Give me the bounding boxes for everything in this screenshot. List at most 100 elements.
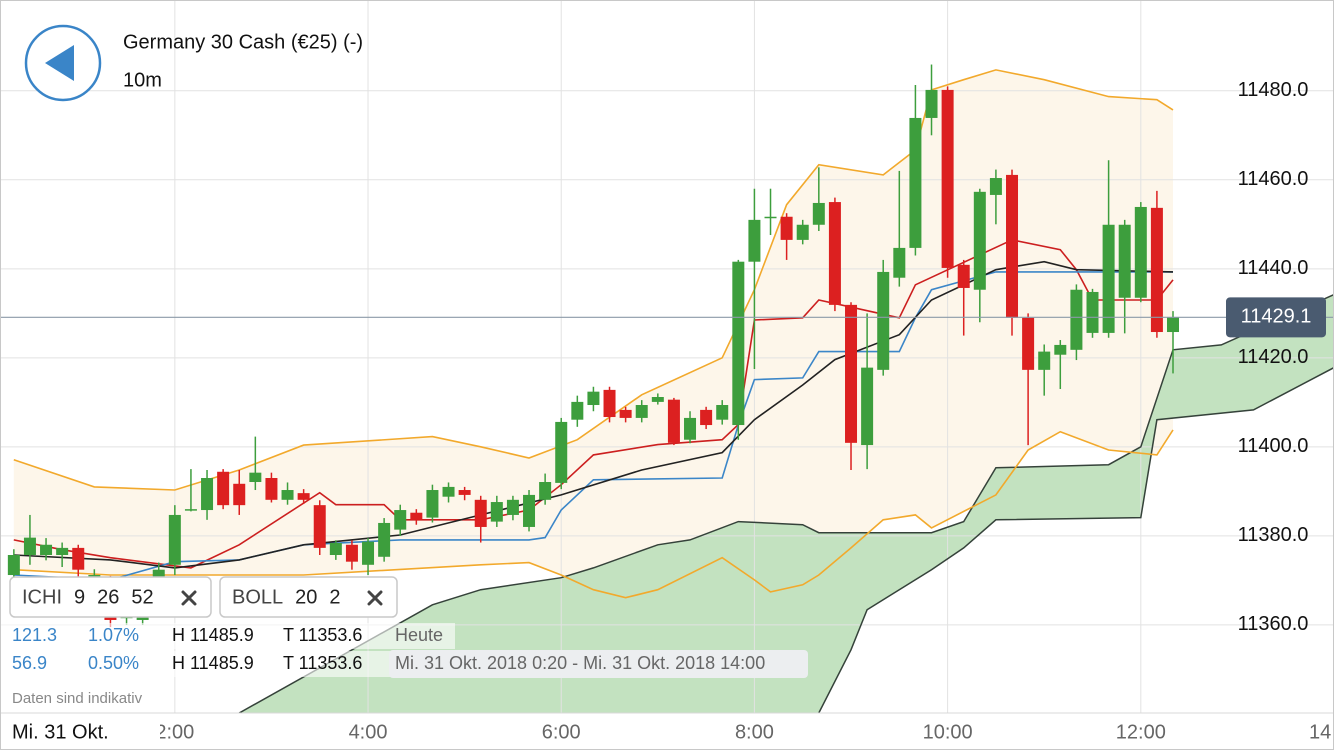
candle-body (426, 490, 439, 518)
candle-body (1167, 317, 1180, 333)
y-tick-label: 11360.0 (1238, 613, 1309, 635)
date-label: Mi. 31 Okt. (12, 721, 109, 743)
candle-body (667, 399, 680, 443)
candle-body (217, 471, 230, 506)
candle-body (748, 219, 761, 262)
candle-body (828, 202, 841, 305)
candle-body (281, 490, 294, 500)
candle-body (490, 502, 503, 522)
candle-body (362, 541, 375, 565)
candle-body (297, 493, 310, 500)
candle-body (893, 247, 906, 278)
stats-row-bg (0, 623, 455, 649)
indicator-param: 20 (295, 586, 317, 608)
x-axis-band (0, 713, 1334, 750)
indicator-name: ICHI (22, 586, 62, 608)
current-price-label: 11429.1 (1241, 306, 1312, 328)
candle-body (635, 405, 648, 418)
y-tick-label: 11480.0 (1238, 79, 1309, 101)
stats-value: 1.07% (88, 625, 139, 645)
candle-body (700, 409, 713, 426)
candle-body (40, 544, 53, 556)
candle-body (587, 391, 600, 406)
candle-body (249, 472, 262, 483)
candle-body (877, 271, 890, 370)
indicator-param: 9 (74, 586, 85, 608)
range-bg (389, 650, 808, 678)
candle-body (973, 191, 986, 290)
candle-body (845, 304, 858, 443)
candle-body (329, 542, 342, 556)
candle-body (201, 478, 214, 511)
indicator-chip[interactable] (219, 576, 398, 618)
candle-body (345, 544, 358, 562)
stats-value: Mi. 31 Okt. 2018 0:20 - Mi. 31 Okt. 2018… (395, 653, 765, 673)
candle-body (732, 261, 745, 426)
candle-body (684, 417, 697, 440)
remove-icon[interactable] (367, 590, 383, 606)
y-tick-label: 11380.0 (1238, 524, 1309, 546)
candle-body (458, 490, 471, 495)
candle-body (56, 547, 69, 556)
candle-body (1134, 206, 1147, 298)
stats-value: 0.50% (88, 653, 139, 673)
x-tick-label: 12:00 (1116, 721, 1166, 743)
candle-body (184, 509, 197, 511)
y-tick-label: 11400.0 (1238, 435, 1309, 457)
remove-icon[interactable] (181, 590, 197, 606)
stats-value: 56.9 (12, 653, 47, 673)
candle-body (378, 522, 391, 557)
candle-body (603, 389, 616, 418)
candle-body (72, 547, 85, 570)
candle-body (523, 494, 536, 527)
disclaimer: Daten sind indikativ (12, 690, 143, 707)
x-tick-label: 10:00 (923, 721, 973, 743)
candle-body (764, 216, 777, 219)
candle-body (1150, 207, 1163, 333)
overlay-ui: Germany 30 Cash (€25) (-) 10m ICHI 9 26 52 B… (0, 24, 808, 707)
x-tick-label: 14:00 (1309, 721, 1334, 743)
candle-body (619, 409, 632, 418)
candle-body (1102, 224, 1115, 333)
candle-body (394, 510, 407, 530)
cloud-bottom-line (817, 366, 1334, 713)
candle-body (1070, 289, 1083, 350)
date-label-bg (0, 716, 160, 749)
candle-body (233, 483, 246, 506)
y-tick-label: 11440.0 (1238, 257, 1309, 279)
ichimoku-line (13, 239, 1174, 569)
candle-body (1054, 344, 1067, 355)
ichimoku-line (13, 260, 1174, 569)
candle-body (941, 89, 954, 268)
candle-body (925, 89, 938, 118)
x-tick-label: 2:00 (155, 721, 194, 743)
x-tick-label: 6:00 (542, 721, 581, 743)
candle-body (539, 482, 552, 500)
candle-body (812, 202, 825, 225)
candle-body (716, 405, 729, 420)
candle-body (474, 499, 487, 527)
interval: 10m (123, 69, 162, 91)
stats-value: 121.3 (12, 625, 57, 645)
candle-body (23, 537, 36, 556)
candle-body (442, 486, 455, 497)
indicator-chip[interactable] (9, 576, 212, 618)
y-tick-label: 11460.0 (1238, 168, 1309, 190)
candle-body (313, 505, 326, 548)
candle-body (1118, 224, 1131, 298)
candle-body (506, 499, 519, 515)
stats-row-bg (0, 651, 455, 677)
stats-value: T 11353.6 (283, 625, 362, 645)
candle-body (989, 178, 1002, 195)
ichimoku-cloud (239, 294, 1334, 713)
bollinger-band (13, 69, 1173, 598)
candle-body (651, 397, 664, 402)
stats-value: T 11353.6 (283, 653, 362, 673)
indicator-param: 2 (329, 586, 340, 608)
candle-body (168, 514, 181, 565)
candle-body (1022, 317, 1035, 370)
candle-body (410, 512, 423, 520)
candle-body (571, 401, 584, 420)
